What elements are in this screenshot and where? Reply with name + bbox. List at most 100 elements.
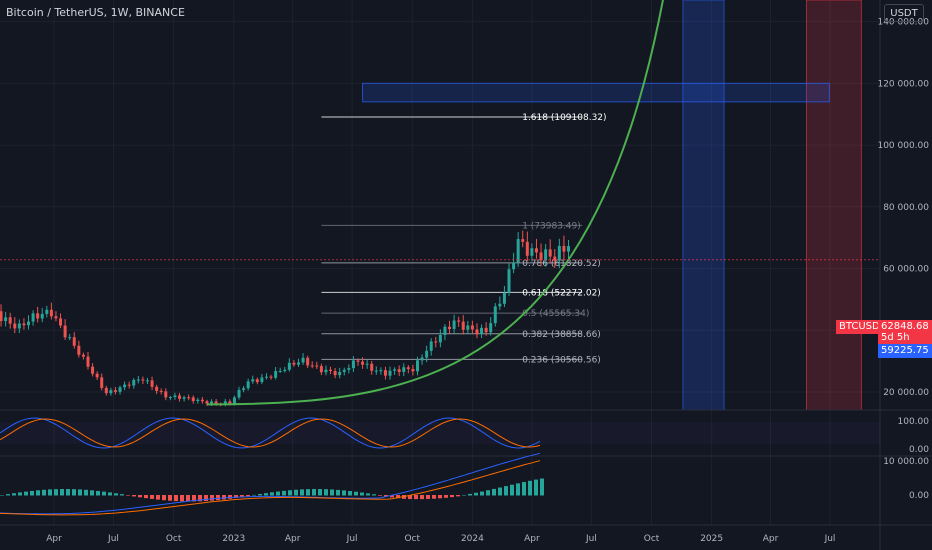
candle-body [429, 341, 433, 351]
macd-histogram-bar [144, 495, 148, 499]
candle-body [370, 363, 374, 371]
time-axis-label: Apr [46, 534, 62, 544]
candle-body [356, 360, 360, 362]
macd-histogram-bar [438, 495, 442, 499]
candle-body [525, 241, 529, 256]
candle-body [274, 371, 278, 378]
candle-body [443, 326, 447, 336]
candle-body [530, 248, 534, 256]
candle-body [512, 262, 516, 270]
candle-body [310, 365, 314, 367]
candle-body [86, 356, 90, 367]
candle-body [173, 395, 177, 397]
macd-histogram-bar [510, 484, 514, 496]
candle-body [297, 362, 301, 365]
candle-body [406, 367, 410, 370]
candle-body [457, 320, 461, 322]
macd-histogram-bar [450, 495, 454, 498]
fib-level-label: 0.786 (61820.52) [522, 259, 601, 269]
macd-histogram-bar [126, 495, 130, 496]
time-axis-label: 2025 [700, 534, 723, 544]
macd-histogram-bar [246, 495, 250, 497]
stoch-band [0, 422, 880, 444]
stoch-k-line [0, 417, 541, 449]
stoch-d-line [0, 418, 541, 448]
candle-body [13, 323, 17, 329]
stoch-axis-label-top: 100.00 [898, 417, 930, 427]
candle-body [411, 369, 415, 372]
candle-body [68, 337, 72, 339]
macd-histogram-bar [150, 495, 154, 499]
candle-body [136, 379, 140, 381]
candle-body [260, 377, 264, 383]
macd-histogram-bar [366, 493, 370, 496]
candle-body [283, 369, 287, 371]
macd-histogram-bar [192, 495, 196, 502]
price-axis-tick-label: 100 000.00 [877, 141, 929, 151]
candle-body [374, 370, 378, 372]
price-axis-tick-label: 20 000.00 [883, 388, 929, 398]
macd-histogram-bar [540, 478, 544, 496]
macd-histogram-bar [528, 480, 532, 496]
macd-histogram-bar [318, 489, 322, 496]
currency-button[interactable]: USDT [884, 4, 924, 22]
macd-histogram-bar [426, 495, 430, 499]
candle-body [475, 329, 479, 335]
macd-histogram-bar [258, 494, 262, 496]
candle-body [63, 325, 67, 338]
candle-body [242, 388, 246, 390]
candle-body [461, 321, 465, 330]
candle-body [17, 323, 21, 329]
candle-body [347, 368, 351, 370]
candle-body [36, 313, 40, 319]
macd-histogram-bar [522, 482, 526, 496]
candle-body [168, 396, 172, 398]
candle-body [292, 362, 296, 365]
candle-body [22, 323, 26, 326]
time-axis-label: Oct [404, 534, 420, 544]
macd-histogram-bar [330, 489, 334, 496]
candle-body [278, 370, 282, 372]
candle-body [72, 337, 76, 346]
candle-body [155, 386, 159, 391]
macd-histogram-bar [252, 494, 256, 496]
candle-body [544, 249, 548, 261]
macd-histogram-bar [132, 495, 136, 497]
candle-body [388, 370, 392, 376]
candle-body [402, 367, 406, 372]
candle-body [54, 316, 58, 319]
candle-body [553, 256, 557, 261]
macd-line [0, 452, 541, 515]
macd-histogram-bar [216, 495, 220, 501]
candle-body [49, 309, 53, 317]
macd-histogram-bar [444, 495, 448, 498]
time-axis-label: Jul [107, 534, 119, 544]
macd-histogram-bar [18, 492, 22, 496]
candle-body [45, 309, 49, 314]
candle-body [95, 373, 99, 378]
macd-histogram-bar [114, 493, 118, 496]
candle-body [214, 401, 218, 404]
candle-body [187, 397, 191, 399]
macd-histogram-bar [534, 479, 538, 496]
candle-body [365, 363, 369, 365]
macd-histogram-bar [234, 495, 238, 499]
candle-body [480, 327, 484, 335]
macd-histogram-bar [270, 492, 274, 496]
time-axis-label: Jul [346, 534, 358, 544]
chart-title: Bitcoin / TetherUS, 1W, BINANCE [6, 6, 185, 19]
macd-histogram-bar [72, 489, 76, 496]
macd-histogram-bar [240, 495, 244, 498]
macd-histogram-bar [198, 495, 202, 502]
candle-body [306, 357, 310, 366]
candle-body [132, 379, 136, 386]
macd-histogram-bar [498, 487, 502, 496]
macd-histogram-bar [462, 494, 466, 496]
macd-histogram-bar [174, 495, 178, 502]
candle-body [27, 321, 31, 326]
candle-body [191, 397, 195, 402]
candle-body [361, 361, 365, 365]
candle-body [438, 335, 442, 343]
candle-body [470, 325, 474, 330]
